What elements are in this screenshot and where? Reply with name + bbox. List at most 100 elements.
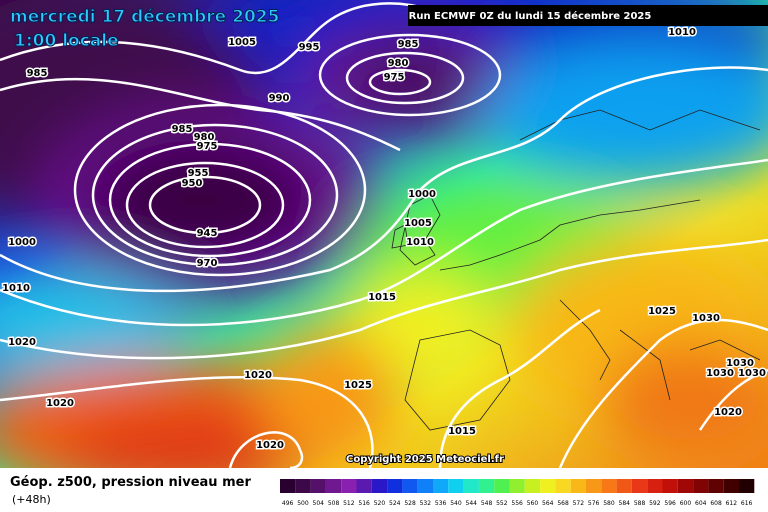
isobar-label: 1030 bbox=[726, 358, 754, 369]
scale-swatch bbox=[341, 479, 357, 493]
scale-swatch bbox=[677, 479, 694, 493]
scale-swatch bbox=[295, 479, 311, 493]
isobar-label: 975 bbox=[384, 72, 405, 83]
scale-label: 552 bbox=[496, 500, 508, 507]
scale-label: 616 bbox=[741, 500, 753, 507]
scale-swatch bbox=[662, 479, 678, 493]
scale-swatch bbox=[570, 479, 586, 493]
isobar-label: 970 bbox=[197, 258, 218, 269]
scale-label: 564 bbox=[542, 500, 554, 507]
scale-swatch bbox=[693, 479, 709, 493]
scale-label: 584 bbox=[619, 500, 631, 507]
scale-swatch bbox=[631, 479, 648, 493]
scale-swatch bbox=[555, 479, 571, 493]
scale-swatch bbox=[371, 479, 388, 493]
isobar-label: 1020 bbox=[256, 440, 284, 451]
scale-swatch bbox=[509, 479, 525, 493]
scale-label: 532 bbox=[420, 500, 432, 507]
scale-label: 536 bbox=[435, 500, 447, 507]
scale-swatch bbox=[601, 479, 617, 493]
scale-swatch bbox=[647, 479, 663, 493]
isobar-label: 1020 bbox=[46, 398, 74, 409]
isobar-label: 985 bbox=[398, 39, 419, 50]
isobar-label: 1010 bbox=[2, 283, 30, 294]
scale-label: 560 bbox=[527, 500, 539, 507]
color-scale: 496 500 504 508 512 516 520 524 528 532 536 540 544 5… bbox=[280, 479, 755, 507]
isobar-label: 985 bbox=[172, 124, 193, 135]
scale-swatch bbox=[524, 479, 541, 493]
isobar-label: 980 bbox=[194, 132, 215, 143]
scale-label: 516 bbox=[358, 500, 370, 507]
scale-label: 556 bbox=[511, 500, 523, 507]
isobar-label: 1020 bbox=[244, 370, 272, 381]
scale-swatch bbox=[463, 479, 479, 493]
scale-label: 544 bbox=[466, 500, 478, 507]
isobar-label: 1020 bbox=[8, 337, 36, 348]
scale-swatch bbox=[448, 479, 464, 493]
scale-swatch bbox=[586, 479, 602, 493]
scale-label: 548 bbox=[481, 500, 493, 507]
scale-swatch bbox=[387, 479, 403, 493]
isobar-label: 980 bbox=[388, 58, 409, 69]
scale-swatch bbox=[402, 479, 418, 493]
coastlines bbox=[391, 109, 761, 431]
scale-label: 540 bbox=[450, 500, 462, 507]
isobar-label: 1000 bbox=[408, 189, 436, 200]
isobar-label: 1005 bbox=[228, 37, 256, 48]
isobar-label: 950 bbox=[182, 178, 203, 189]
scale-swatch bbox=[280, 479, 296, 493]
scale-swatch bbox=[723, 479, 739, 493]
scale-swatch bbox=[494, 479, 510, 493]
scale-label: 612 bbox=[726, 500, 738, 507]
isobar-label: 1030 bbox=[692, 313, 720, 324]
scale-swatch bbox=[417, 479, 433, 493]
run-info: Run ECMWF 0Z du lundi 15 décembre 2025 bbox=[409, 10, 652, 22]
isobar-label: 1025 bbox=[344, 380, 372, 391]
isobars bbox=[0, 2, 768, 468]
run-box bbox=[408, 5, 768, 26]
scale-swatch bbox=[616, 479, 632, 493]
isobar-label: 1000 bbox=[8, 237, 36, 248]
copyright: Copyright 2025 Meteociel.fr bbox=[346, 454, 504, 465]
scale-label: 572 bbox=[573, 500, 585, 507]
isobar-label: 1010 bbox=[668, 27, 696, 38]
map: 1005 995985980975101098599098598097595595… bbox=[0, 0, 768, 468]
isobar-labels: 1005 995985980975101098599098598097595595… bbox=[1, 26, 768, 453]
isobar-label: 1005 bbox=[404, 218, 432, 229]
isobar-label: 995 bbox=[299, 42, 320, 53]
scale-label: 520 bbox=[374, 500, 386, 507]
scale-label: 596 bbox=[664, 500, 676, 507]
scale-label: 608 bbox=[710, 500, 722, 507]
scale-label: 592 bbox=[649, 500, 661, 507]
isobar-label: 1020 bbox=[714, 407, 742, 418]
legend-lead: (+48h) bbox=[12, 493, 51, 506]
isobar-label: 1010 bbox=[406, 237, 434, 248]
isobar-label: 1030 bbox=[738, 368, 766, 379]
scale-label: 528 bbox=[404, 500, 416, 507]
scale-label: 600 bbox=[680, 500, 692, 507]
isobar-label: 975 bbox=[197, 141, 218, 152]
scale-swatch bbox=[478, 479, 495, 493]
scale-swatch bbox=[325, 479, 342, 493]
scale-swatch bbox=[540, 479, 556, 493]
scale-label: 512 bbox=[343, 500, 355, 507]
isobar-label: 1015 bbox=[448, 426, 476, 437]
scale-label: 580 bbox=[603, 500, 615, 507]
scale-swatch bbox=[433, 479, 449, 493]
map-date: mercredi 17 décembre 2025 bbox=[10, 7, 279, 27]
legend-title: Géop. z500, pression niveau mer bbox=[10, 475, 251, 490]
isobar-label: 945 bbox=[197, 228, 218, 239]
scale-label: 508 bbox=[328, 500, 340, 507]
scale-label: 500 bbox=[297, 500, 309, 507]
scale-label: 576 bbox=[588, 500, 600, 507]
scale-swatch bbox=[310, 479, 326, 493]
isobar-label: 1015 bbox=[368, 292, 396, 303]
scale-label: 588 bbox=[634, 500, 646, 507]
map-time: 1:00 locale bbox=[14, 31, 119, 51]
scale-label: 496 bbox=[282, 500, 294, 507]
scale-label: 504 bbox=[313, 500, 325, 507]
isobar-label: 1025 bbox=[648, 306, 676, 317]
isobar-label: 955 bbox=[188, 168, 209, 179]
isobar-label: 985 bbox=[27, 68, 48, 79]
